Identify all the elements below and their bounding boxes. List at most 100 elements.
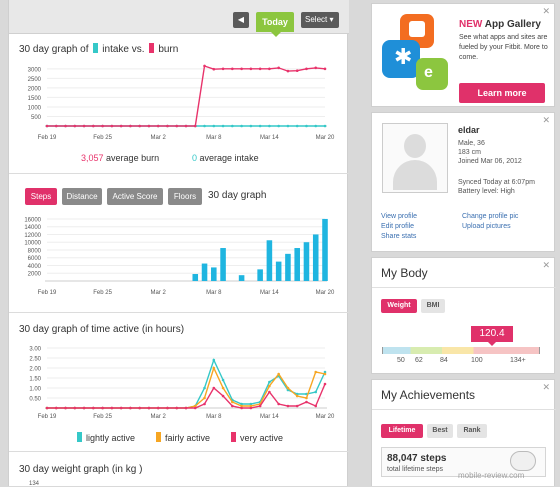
select-dropdown[interactable]: Select ▾ bbox=[301, 12, 339, 28]
data-point-very-active[interactable] bbox=[314, 404, 318, 408]
data-point-burn[interactable] bbox=[175, 124, 179, 128]
data-point-very-active[interactable] bbox=[166, 406, 169, 410]
data-point-very-active[interactable] bbox=[101, 406, 104, 410]
data-point-burn[interactable] bbox=[258, 67, 262, 71]
data-point-very-active[interactable] bbox=[73, 406, 77, 410]
data-point-burn[interactable] bbox=[64, 124, 67, 128]
data-point-intake[interactable] bbox=[295, 124, 299, 128]
data-point-fairly-active[interactable] bbox=[295, 394, 299, 398]
data-point-intake[interactable] bbox=[249, 124, 253, 128]
data-point-lightly-active[interactable] bbox=[314, 390, 318, 394]
data-point-burn[interactable] bbox=[101, 124, 104, 128]
data-point-intake[interactable] bbox=[221, 124, 225, 128]
data-point-very-active[interactable] bbox=[249, 406, 253, 410]
tab-bmi[interactable]: BMI bbox=[421, 299, 445, 313]
data-point-very-active[interactable] bbox=[258, 404, 262, 408]
steps-bar[interactable] bbox=[303, 242, 310, 281]
upload-pictures-link[interactable]: Upload pictures bbox=[462, 223, 511, 230]
tab-weight[interactable]: Weight bbox=[381, 299, 417, 313]
steps-bar[interactable] bbox=[211, 267, 217, 281]
data-point-burn[interactable] bbox=[277, 66, 280, 70]
data-point-fairly-active[interactable] bbox=[323, 372, 327, 376]
data-point-lightly-active[interactable] bbox=[212, 358, 216, 362]
data-point-intake[interactable] bbox=[212, 124, 216, 128]
data-point-burn[interactable] bbox=[314, 66, 318, 70]
avatar[interactable] bbox=[382, 123, 448, 193]
data-point-intake[interactable] bbox=[323, 124, 327, 128]
steps-bar[interactable] bbox=[275, 261, 282, 281]
close-icon[interactable]: ✕ bbox=[542, 115, 550, 125]
data-point-fairly-active[interactable] bbox=[231, 400, 234, 404]
data-point-very-active[interactable] bbox=[82, 406, 86, 410]
steps-bar[interactable] bbox=[312, 234, 319, 281]
data-point-burn[interactable] bbox=[203, 64, 206, 68]
tab-best[interactable]: Best bbox=[427, 424, 453, 438]
data-point-fairly-active[interactable] bbox=[221, 386, 225, 390]
data-point-burn[interactable] bbox=[305, 67, 308, 71]
data-point-very-active[interactable] bbox=[305, 400, 308, 404]
data-point-fairly-active[interactable] bbox=[268, 384, 271, 388]
data-point-very-active[interactable] bbox=[138, 406, 141, 410]
data-point-very-active[interactable] bbox=[295, 404, 299, 408]
data-point-fairly-active[interactable] bbox=[286, 386, 290, 390]
data-point-lightly-active[interactable] bbox=[221, 378, 225, 382]
data-point-fairly-active[interactable] bbox=[249, 404, 253, 408]
steps-bar[interactable] bbox=[220, 248, 226, 281]
data-point-intake[interactable] bbox=[305, 124, 308, 128]
data-point-burn[interactable] bbox=[156, 124, 160, 128]
data-point-burn[interactable] bbox=[286, 69, 290, 73]
data-point-lightly-active[interactable] bbox=[203, 386, 206, 390]
data-point-intake[interactable] bbox=[277, 124, 280, 128]
data-point-intake[interactable] bbox=[240, 124, 243, 128]
tab-rank[interactable]: Rank bbox=[457, 424, 487, 438]
change-profile-pic-link[interactable]: Change profile pic bbox=[462, 213, 519, 220]
data-point-very-active[interactable] bbox=[92, 406, 95, 410]
data-point-very-active[interactable] bbox=[110, 406, 114, 410]
data-point-burn[interactable] bbox=[45, 124, 49, 128]
data-point-very-active[interactable] bbox=[119, 406, 123, 410]
data-point-very-active[interactable] bbox=[231, 404, 234, 408]
data-point-burn[interactable] bbox=[110, 124, 114, 128]
data-point-burn[interactable] bbox=[295, 69, 299, 73]
tab-distance[interactable]: Distance bbox=[62, 188, 102, 205]
tab-active-score[interactable]: Active Score bbox=[107, 188, 163, 205]
data-point-very-active[interactable] bbox=[54, 406, 58, 410]
data-point-fairly-active[interactable] bbox=[212, 366, 216, 370]
close-icon[interactable]: ✕ bbox=[542, 260, 550, 270]
data-point-burn[interactable] bbox=[92, 124, 95, 128]
data-point-intake[interactable] bbox=[231, 124, 234, 128]
data-point-very-active[interactable] bbox=[184, 406, 188, 410]
tab-steps[interactable]: Steps bbox=[25, 188, 57, 205]
data-point-very-active[interactable] bbox=[203, 402, 206, 406]
steps-bar[interactable] bbox=[266, 240, 273, 281]
data-point-very-active[interactable] bbox=[147, 406, 151, 410]
data-point-burn[interactable] bbox=[212, 67, 216, 71]
learn-more-button[interactable]: Learn more bbox=[459, 83, 545, 103]
data-point-very-active[interactable] bbox=[286, 404, 290, 408]
data-point-burn[interactable] bbox=[166, 124, 169, 128]
data-point-intake[interactable] bbox=[258, 124, 262, 128]
data-point-very-active[interactable] bbox=[64, 406, 67, 410]
data-point-intake[interactable] bbox=[268, 124, 271, 128]
steps-bar[interactable] bbox=[201, 263, 208, 281]
chevron-left-icon[interactable]: ◀ bbox=[233, 12, 249, 28]
share-stats-link[interactable]: Share stats bbox=[381, 233, 417, 240]
data-point-fairly-active[interactable] bbox=[305, 396, 308, 400]
data-point-burn[interactable] bbox=[54, 124, 58, 128]
data-point-very-active[interactable] bbox=[175, 406, 179, 410]
data-point-burn[interactable] bbox=[119, 124, 123, 128]
today-button[interactable]: Today bbox=[256, 12, 294, 32]
data-point-burn[interactable] bbox=[184, 124, 188, 128]
data-point-fairly-active[interactable] bbox=[240, 404, 243, 408]
data-point-burn[interactable] bbox=[138, 124, 141, 128]
data-point-burn[interactable] bbox=[268, 67, 271, 71]
steps-bar[interactable] bbox=[322, 218, 328, 281]
data-point-lightly-active[interactable] bbox=[268, 380, 271, 384]
data-point-very-active[interactable] bbox=[268, 390, 271, 394]
steps-bar[interactable] bbox=[285, 253, 291, 281]
view-profile-link[interactable]: View profile bbox=[381, 213, 418, 220]
data-point-burn[interactable] bbox=[73, 124, 77, 128]
data-point-burn[interactable] bbox=[147, 124, 151, 128]
data-point-very-active[interactable] bbox=[45, 406, 49, 410]
data-point-very-active[interactable] bbox=[156, 406, 160, 410]
